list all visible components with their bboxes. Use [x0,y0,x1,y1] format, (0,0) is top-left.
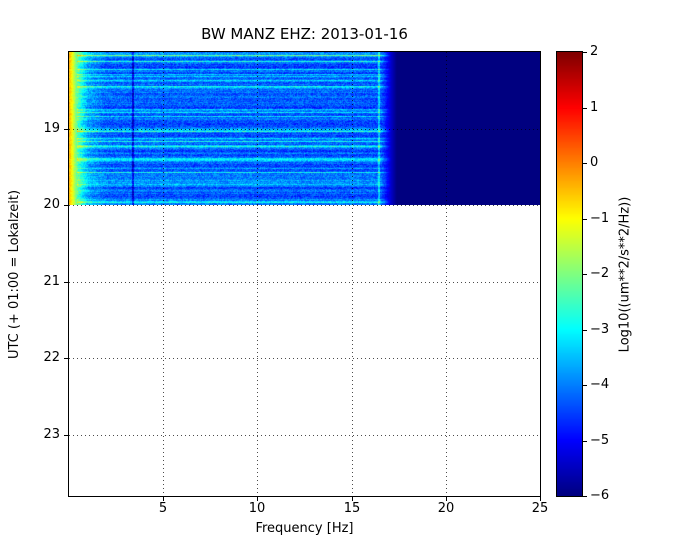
colorbar-tick-mark [583,219,587,220]
y-tick-label: 19 [43,121,60,136]
y-tick-label: 21 [43,274,60,289]
colorbar [556,51,583,497]
colorbar-tick-label: −4 [590,377,610,392]
colorbar-tick-mark [583,108,587,109]
grid-line-h-22 [69,358,540,359]
grid-line-h-20 [69,205,540,206]
colorbar-tick-label: −2 [590,266,610,281]
x-tick-label: 10 [248,501,266,516]
chart-title: BW MANZ EHZ: 2013-01-16 [201,25,408,43]
x-tick-mark [446,497,447,501]
y-tick-label: 22 [43,350,60,365]
grid-line-h-21 [69,282,540,283]
y-tick-mark [64,435,68,436]
grid-line-v-5hz [163,52,164,496]
x-tick-mark [163,497,164,501]
colorbar-tick-label: −3 [590,322,610,337]
x-tick-label: 15 [343,501,361,516]
grid-line-h-19 [69,129,540,130]
colorbar-tick-mark [583,496,587,497]
y-tick-mark [64,205,68,206]
colorbar-tick-label: 0 [590,155,599,170]
x-tick-mark [540,497,541,501]
colorbar-gradient [557,52,582,496]
x-tick-mark [257,497,258,501]
x-tick-mark [352,497,353,501]
colorbar-tick-label: −5 [590,433,610,448]
plot-area [68,51,541,497]
colorbar-tick-mark [583,163,587,164]
x-tick-label: 20 [437,501,455,516]
y-axis-label: UTC (+ 01:00 = Lokalzeit) [7,189,23,359]
colorbar-label-wrap: Log10((um**2/s**2/Hz)) [612,51,638,497]
colorbar-tick-mark [583,274,587,275]
x-tick-label: 5 [158,501,168,516]
colorbar-tick-label: 1 [590,100,599,115]
colorbar-tick-label: 2 [590,44,599,59]
grid-line-v-10hz [257,52,258,496]
x-tick-label: 25 [531,501,549,516]
colorbar-tick-mark [583,441,587,442]
grid-line-h-23 [69,435,540,436]
y-axis-label-wrap: UTC (+ 01:00 = Lokalzeit) [2,51,28,497]
colorbar-label: Log10((um**2/s**2/Hz)) [617,196,633,352]
grid-line-v-20hz [446,52,447,496]
grid-line-v-15hz [352,52,353,496]
colorbar-tick-mark [583,330,587,331]
colorbar-tick-mark [583,52,587,53]
colorbar-tick-label: −6 [590,488,610,503]
y-tick-label: 23 [43,427,60,442]
y-tick-mark [64,129,68,130]
colorbar-tick-mark [583,385,587,386]
spectrogram-image [69,52,540,205]
y-tick-mark [64,358,68,359]
x-axis-label: Frequency [Hz] [255,521,354,536]
colorbar-tick-label: −1 [590,211,610,226]
y-tick-label: 20 [43,197,60,212]
y-tick-mark [64,282,68,283]
